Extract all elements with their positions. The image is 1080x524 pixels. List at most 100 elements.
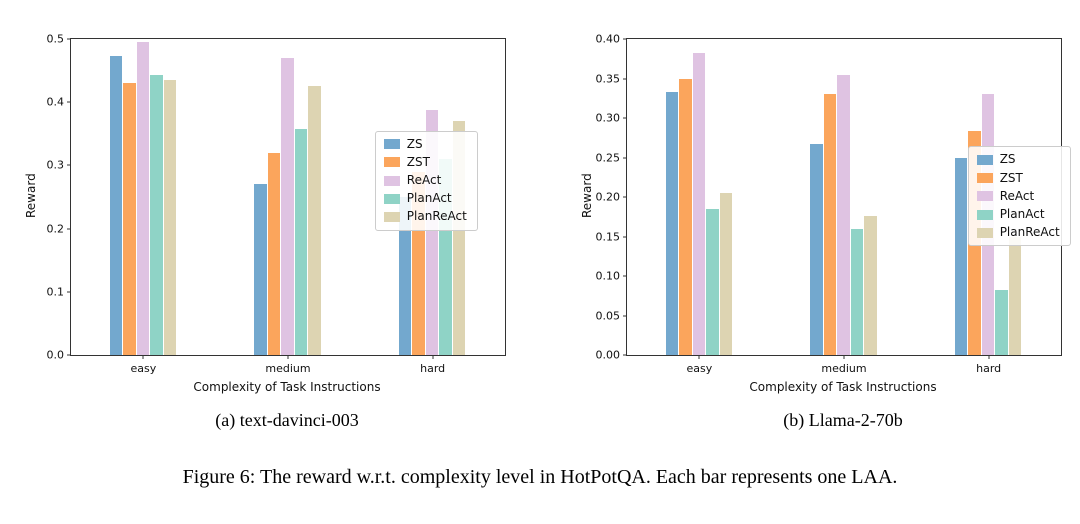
y-tick-label: 0.25	[595, 151, 621, 164]
legend-label-zs: ZS	[406, 136, 423, 151]
y-tick-label: 0.0	[46, 348, 65, 362]
y-tick-label: 0.15	[595, 230, 621, 243]
bar-react-easy	[136, 42, 150, 355]
y-tick-label: 0.35	[595, 72, 621, 85]
y-tick-mark	[623, 117, 627, 119]
subcaption-a: (a) text-davinci-003	[215, 410, 359, 430]
y-tick-mark	[67, 228, 71, 230]
x-tick-mark	[432, 355, 434, 359]
bar-zs-easy	[109, 56, 123, 355]
legend-item-react: ReAct	[383, 173, 467, 187]
legend-label-planact: PlanAct	[999, 207, 1045, 221]
y-tick-mark	[623, 38, 627, 40]
x-tick-label-hard: hard	[976, 362, 1002, 375]
bar-zst-easy	[679, 79, 692, 355]
y-tick-mark	[623, 275, 627, 277]
y-tick-mark	[623, 315, 627, 316]
y-tick-label: 0.00	[595, 348, 621, 362]
legend: ZS ZST ReAct PlanAct PlanReAct	[967, 146, 1071, 247]
y-tick-mark	[67, 291, 71, 293]
chart-a: Reward 0.0 0.1 0.2 0.3 0.4 0.5 easy medium hard Z…	[10, 8, 534, 438]
chart-panel-a: Reward 0.0 0.1 0.2 0.3 0.4 0.5 easy medium hard Z…	[10, 8, 534, 438]
legend-label-planreact: PlanReAct	[406, 209, 467, 224]
legend-item-zst: ZST	[383, 155, 467, 169]
y-tick-mark	[623, 354, 627, 356]
bar-zs-easy	[665, 91, 679, 355]
legend-label-planreact: PlanReAct	[999, 225, 1060, 240]
x-axis-label: Complexity of Task Instructions	[193, 380, 381, 394]
bar-planreact-medium	[864, 215, 877, 355]
subcaption-b: (b) Llama-2-70b	[783, 410, 903, 430]
bar-zs-medium	[810, 144, 823, 355]
y-tick-label: 0.20	[595, 190, 621, 204]
y-tick-label: 0.4	[46, 95, 65, 109]
y-tick-label: 0.30	[595, 111, 621, 125]
legend-item-planreact: PlanReAct	[976, 225, 1060, 240]
x-tick-label-easy: easy	[130, 362, 157, 375]
bar-planact-easy	[150, 75, 163, 355]
bar-planact-hard	[995, 290, 1008, 355]
legend-swatch-planact	[976, 209, 993, 220]
x-axis-label: Complexity of Task Instructions	[749, 380, 937, 394]
legend-swatch-planreact	[383, 211, 400, 222]
legend-swatch-react	[976, 191, 993, 202]
legend-swatch-planact	[383, 193, 400, 204]
y-tick-mark	[623, 157, 627, 158]
bar-react-medium	[281, 57, 294, 355]
x-tick-label-easy: easy	[686, 362, 713, 375]
x-tick-label-hard: hard	[420, 362, 446, 375]
legend-swatch-zs	[383, 139, 400, 150]
y-tick-label: 0.2	[46, 222, 65, 236]
x-tick-mark	[698, 355, 700, 359]
plot-area-a: 0.0 0.1 0.2 0.3 0.4 0.5 easy medium hard ZS ZST ReA…	[47, 34, 506, 374]
y-tick-mark	[67, 164, 71, 166]
legend-item-zs: ZS	[383, 136, 467, 151]
legend-label-zs: ZS	[999, 152, 1016, 167]
x-tick-mark	[142, 355, 144, 359]
bar-planact-medium	[294, 128, 308, 355]
y-tick-label: 0.05	[595, 309, 621, 322]
y-tick-mark	[67, 101, 71, 103]
y-tick-label: 0.3	[46, 158, 65, 172]
y-axis-label: Reward	[24, 173, 38, 219]
bar-react-medium	[837, 74, 850, 355]
y-tick-label: 0.5	[46, 32, 65, 46]
bar-zst-medium	[267, 152, 281, 355]
legend-label-planact: PlanAct	[406, 191, 452, 206]
y-tick-mark	[623, 236, 627, 237]
bar-zst-medium	[823, 93, 837, 355]
bar-planreact-easy	[719, 193, 732, 355]
bar-zs-hard	[955, 157, 968, 355]
x-tick-mark	[287, 355, 289, 359]
legend-swatch-planreact	[976, 227, 993, 238]
legend-item-planact: PlanAct	[383, 191, 467, 206]
bar-planact-medium	[850, 228, 864, 355]
chart-b: Reward 0.00 0.05 0.10 0.15 0.20 0.25 0.30 0.35 0…	[566, 8, 1080, 438]
bar-zs-hard	[399, 197, 412, 355]
legend-item-react: ReAct	[976, 188, 1060, 203]
legend-label-zst: ZST	[999, 170, 1023, 185]
bar-planreact-medium	[308, 86, 321, 355]
y-tick-mark	[623, 196, 627, 198]
legend-item-zs: ZS	[976, 152, 1060, 167]
legend-label-react: ReAct	[999, 188, 1035, 203]
y-tick-label: 0.10	[595, 269, 621, 283]
legend-swatch-zst	[976, 173, 993, 184]
x-tick-mark	[988, 355, 990, 359]
legend-label-react: ReAct	[406, 173, 442, 187]
y-axis-label: Reward	[580, 173, 594, 219]
bar-planreact-easy	[163, 80, 176, 355]
bar-planact-easy	[706, 208, 719, 355]
bar-zs-medium	[254, 184, 267, 355]
y-tick-mark	[67, 38, 71, 40]
legend-item-zst: ZST	[976, 170, 1060, 185]
x-tick-label-medium: medium	[821, 362, 867, 375]
y-tick-mark	[623, 78, 627, 79]
figure-caption: Figure 6: The reward w.r.t. complexity l…	[182, 466, 898, 488]
legend-item-planreact: PlanReAct	[383, 209, 467, 224]
y-tick-label: 0.1	[46, 285, 65, 299]
plot-area-b: 0.00 0.05 0.10 0.15 0.20 0.25 0.30 0.35 0.40 easy…	[596, 34, 1071, 374]
legend-swatch-zs	[976, 155, 993, 166]
legend-swatch-zst	[383, 157, 400, 168]
